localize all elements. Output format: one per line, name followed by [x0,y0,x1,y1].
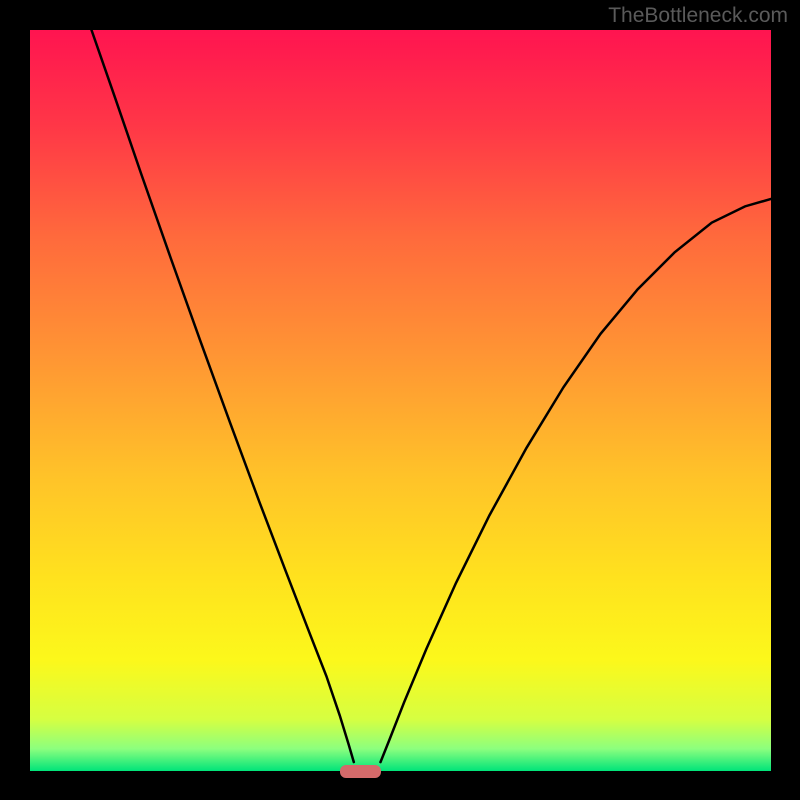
watermark-text: TheBottleneck.com [608,4,788,28]
cusp-marker [340,765,381,778]
curve-left-branch [92,30,354,762]
curve-right-branch [380,199,771,762]
curve-overlay [0,0,800,800]
